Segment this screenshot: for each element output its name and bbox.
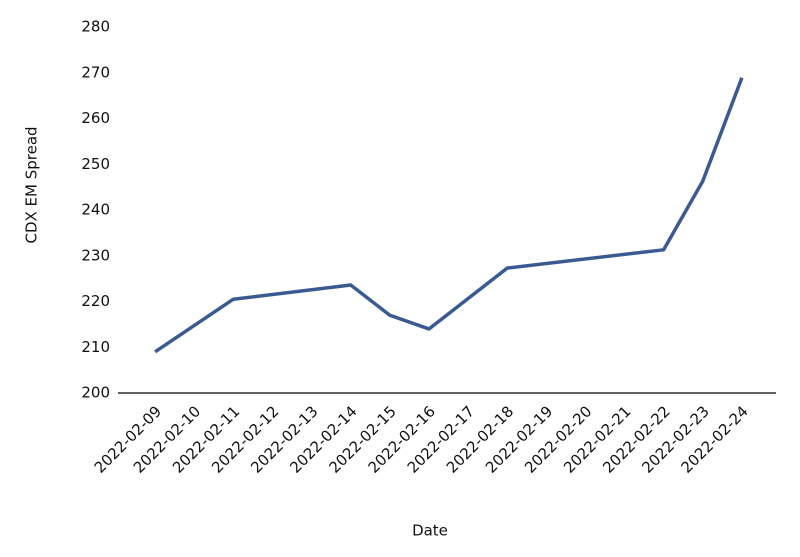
y-axis-label: CDX EM Spread [23, 126, 41, 243]
y-tick-label: 270 [81, 63, 110, 81]
y-tick-label: 230 [81, 246, 110, 264]
y-tick-label: 200 [81, 384, 110, 402]
y-tick-label: 210 [81, 338, 110, 356]
y-tick-label: 250 [81, 155, 110, 173]
y-tick-label: 260 [81, 109, 110, 127]
y-tick-label: 240 [81, 201, 110, 219]
y-tick-label: 220 [81, 292, 110, 310]
x-axis-label: Date [412, 522, 448, 540]
line-series [154, 77, 744, 354]
y-tick-label: 280 [81, 18, 110, 36]
